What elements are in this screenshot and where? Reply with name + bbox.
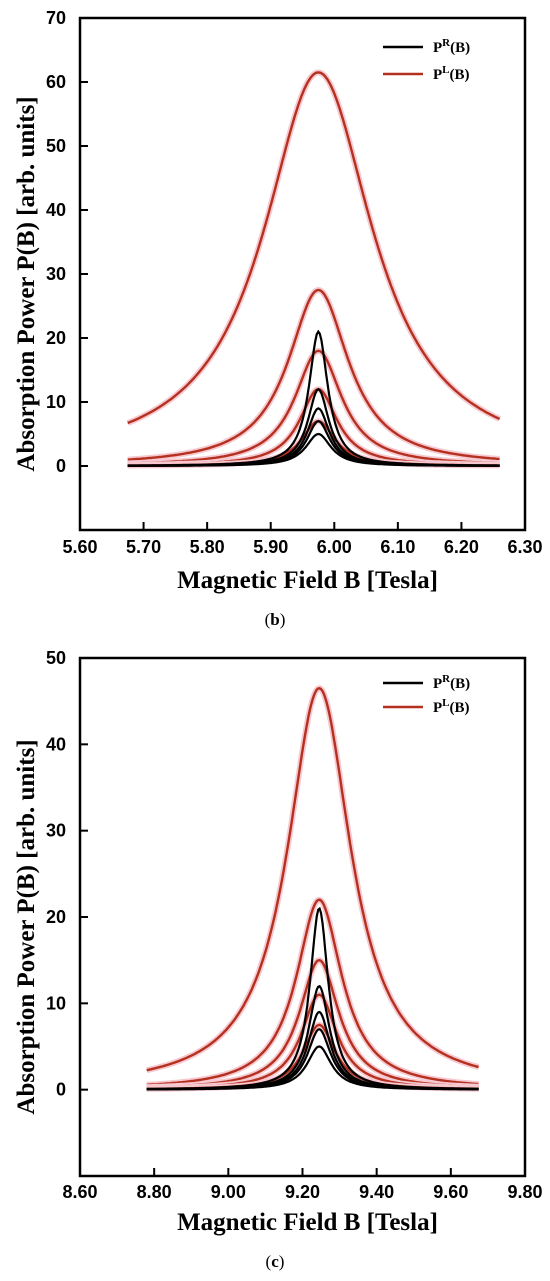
x-tick-label: 9.80	[507, 1182, 542, 1202]
x-tick-label: 5.80	[190, 537, 225, 557]
x-tick-label: 5.90	[253, 537, 288, 557]
y-tick-label: 0	[56, 456, 66, 476]
y-tick-label: 20	[46, 328, 66, 348]
series-halo	[126, 69, 501, 426]
figure-caption: (b)	[265, 610, 286, 629]
y-tick-label: 50	[46, 136, 66, 156]
series-line-L-7	[127, 349, 500, 465]
series-line-L-5	[127, 71, 501, 425]
legend-label: PR(B)	[433, 673, 470, 692]
figure-caption: (c)	[266, 1252, 285, 1271]
legend-label: PL(B)	[433, 64, 470, 83]
x-tick-label: 9.60	[433, 1182, 468, 1202]
y-tick-label: 40	[46, 734, 66, 754]
y-tick-label: 10	[46, 993, 66, 1013]
y-tick-label: 40	[46, 200, 66, 220]
x-axis-label: Magnetic Field B [Tesla]	[177, 567, 438, 594]
x-tick-label: 9.00	[211, 1182, 246, 1202]
x-tick-label: 6.00	[317, 537, 352, 557]
x-tick-label: 5.60	[62, 537, 97, 557]
legend-label: PL(B)	[433, 697, 470, 716]
y-tick-label: 10	[46, 392, 66, 412]
x-axis-label: Magnetic Field B [Tesla]	[177, 1209, 438, 1236]
x-tick-label: 6.10	[380, 537, 415, 557]
y-tick-label: 30	[46, 821, 66, 841]
series-line-L-5	[146, 687, 479, 1072]
x-tick-label: 5.70	[126, 537, 161, 557]
x-tick-label: 6.20	[444, 537, 479, 557]
series-line-R-4	[127, 432, 500, 467]
series-halo	[146, 896, 479, 1088]
y-axis-label: Absorption Power P(B) [arb. units]	[13, 739, 40, 1114]
y-axis-label: Absorption Power P(B) [arb. units]	[13, 96, 40, 471]
x-tick-label: 9.40	[359, 1182, 394, 1202]
y-tick-label: 30	[46, 264, 66, 284]
series-halo	[127, 347, 500, 467]
chart-b: 0 10 20 30 40 50 60 70 5.60 5.70 5.80 5.90 6.00 6.10 6…	[13, 8, 543, 629]
x-tick-label: 8.60	[62, 1182, 97, 1202]
y-tick-label: 0	[56, 1080, 66, 1100]
series-line-L-6	[127, 288, 500, 461]
chart-c: 0 10 20 30 40 50 8.60 8.80 9.00 9.20 9.40 9.60 9.80 M…	[13, 648, 543, 1271]
y-tick-label: 20	[46, 907, 66, 927]
x-tick-label: 8.80	[137, 1182, 172, 1202]
x-tick-label: 6.30	[507, 537, 542, 557]
y-tick-label: 50	[46, 648, 66, 668]
y-tick-label: 60	[46, 72, 66, 92]
series-line-R-4	[146, 1045, 479, 1091]
y-tick-label: 70	[46, 8, 66, 28]
series-line-L-6	[146, 898, 479, 1087]
x-tick-label: 9.20	[285, 1182, 320, 1202]
legend-label: PR(B)	[433, 37, 470, 56]
